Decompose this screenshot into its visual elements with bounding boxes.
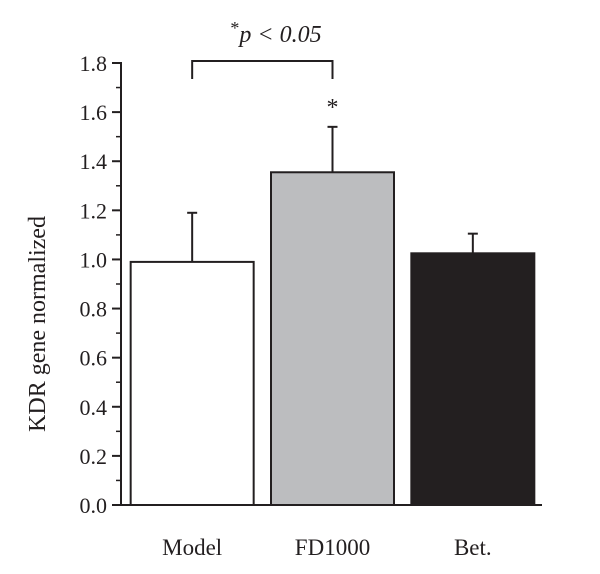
y-tick-label: 1.0 [80, 247, 108, 272]
y-tick-label: 0.0 [80, 493, 108, 518]
significance-bracket [191, 60, 334, 79]
significance-star: * [230, 18, 239, 38]
significance-annotation: *p < 0.05 * [191, 18, 339, 121]
y-tick-label: 0.8 [80, 297, 108, 322]
y-axis-title: KDR gene normalized [25, 216, 51, 432]
y-tick-label: 1.6 [80, 100, 108, 125]
y-tick-label: 1.8 [80, 51, 108, 76]
bar-model [129, 260, 255, 506]
x-category-label: Model [162, 535, 222, 560]
bar-bet [410, 252, 536, 506]
x-category-label: FD1000 [295, 535, 370, 560]
x-category-label: Bet. [454, 535, 492, 560]
y-tick-label: 0.6 [80, 346, 108, 371]
significance-star-marker: * [327, 95, 339, 121]
bar-fd1000 [270, 171, 395, 506]
significance-p-text: p < 0.05 [237, 22, 321, 48]
y-tick-label: 0.2 [80, 444, 108, 469]
significance-label: *p < 0.05 [230, 18, 321, 48]
y-tick-label: 1.4 [80, 149, 108, 174]
labels: 0.0 0.2 0.4 0.6 0.8 1.0 1.2 1.4 1.6 1.8 Model FD100… [80, 51, 492, 560]
y-tick-label: 1.2 [80, 198, 108, 223]
bars [129, 125, 536, 506]
y-tick-label: 0.4 [80, 395, 108, 420]
